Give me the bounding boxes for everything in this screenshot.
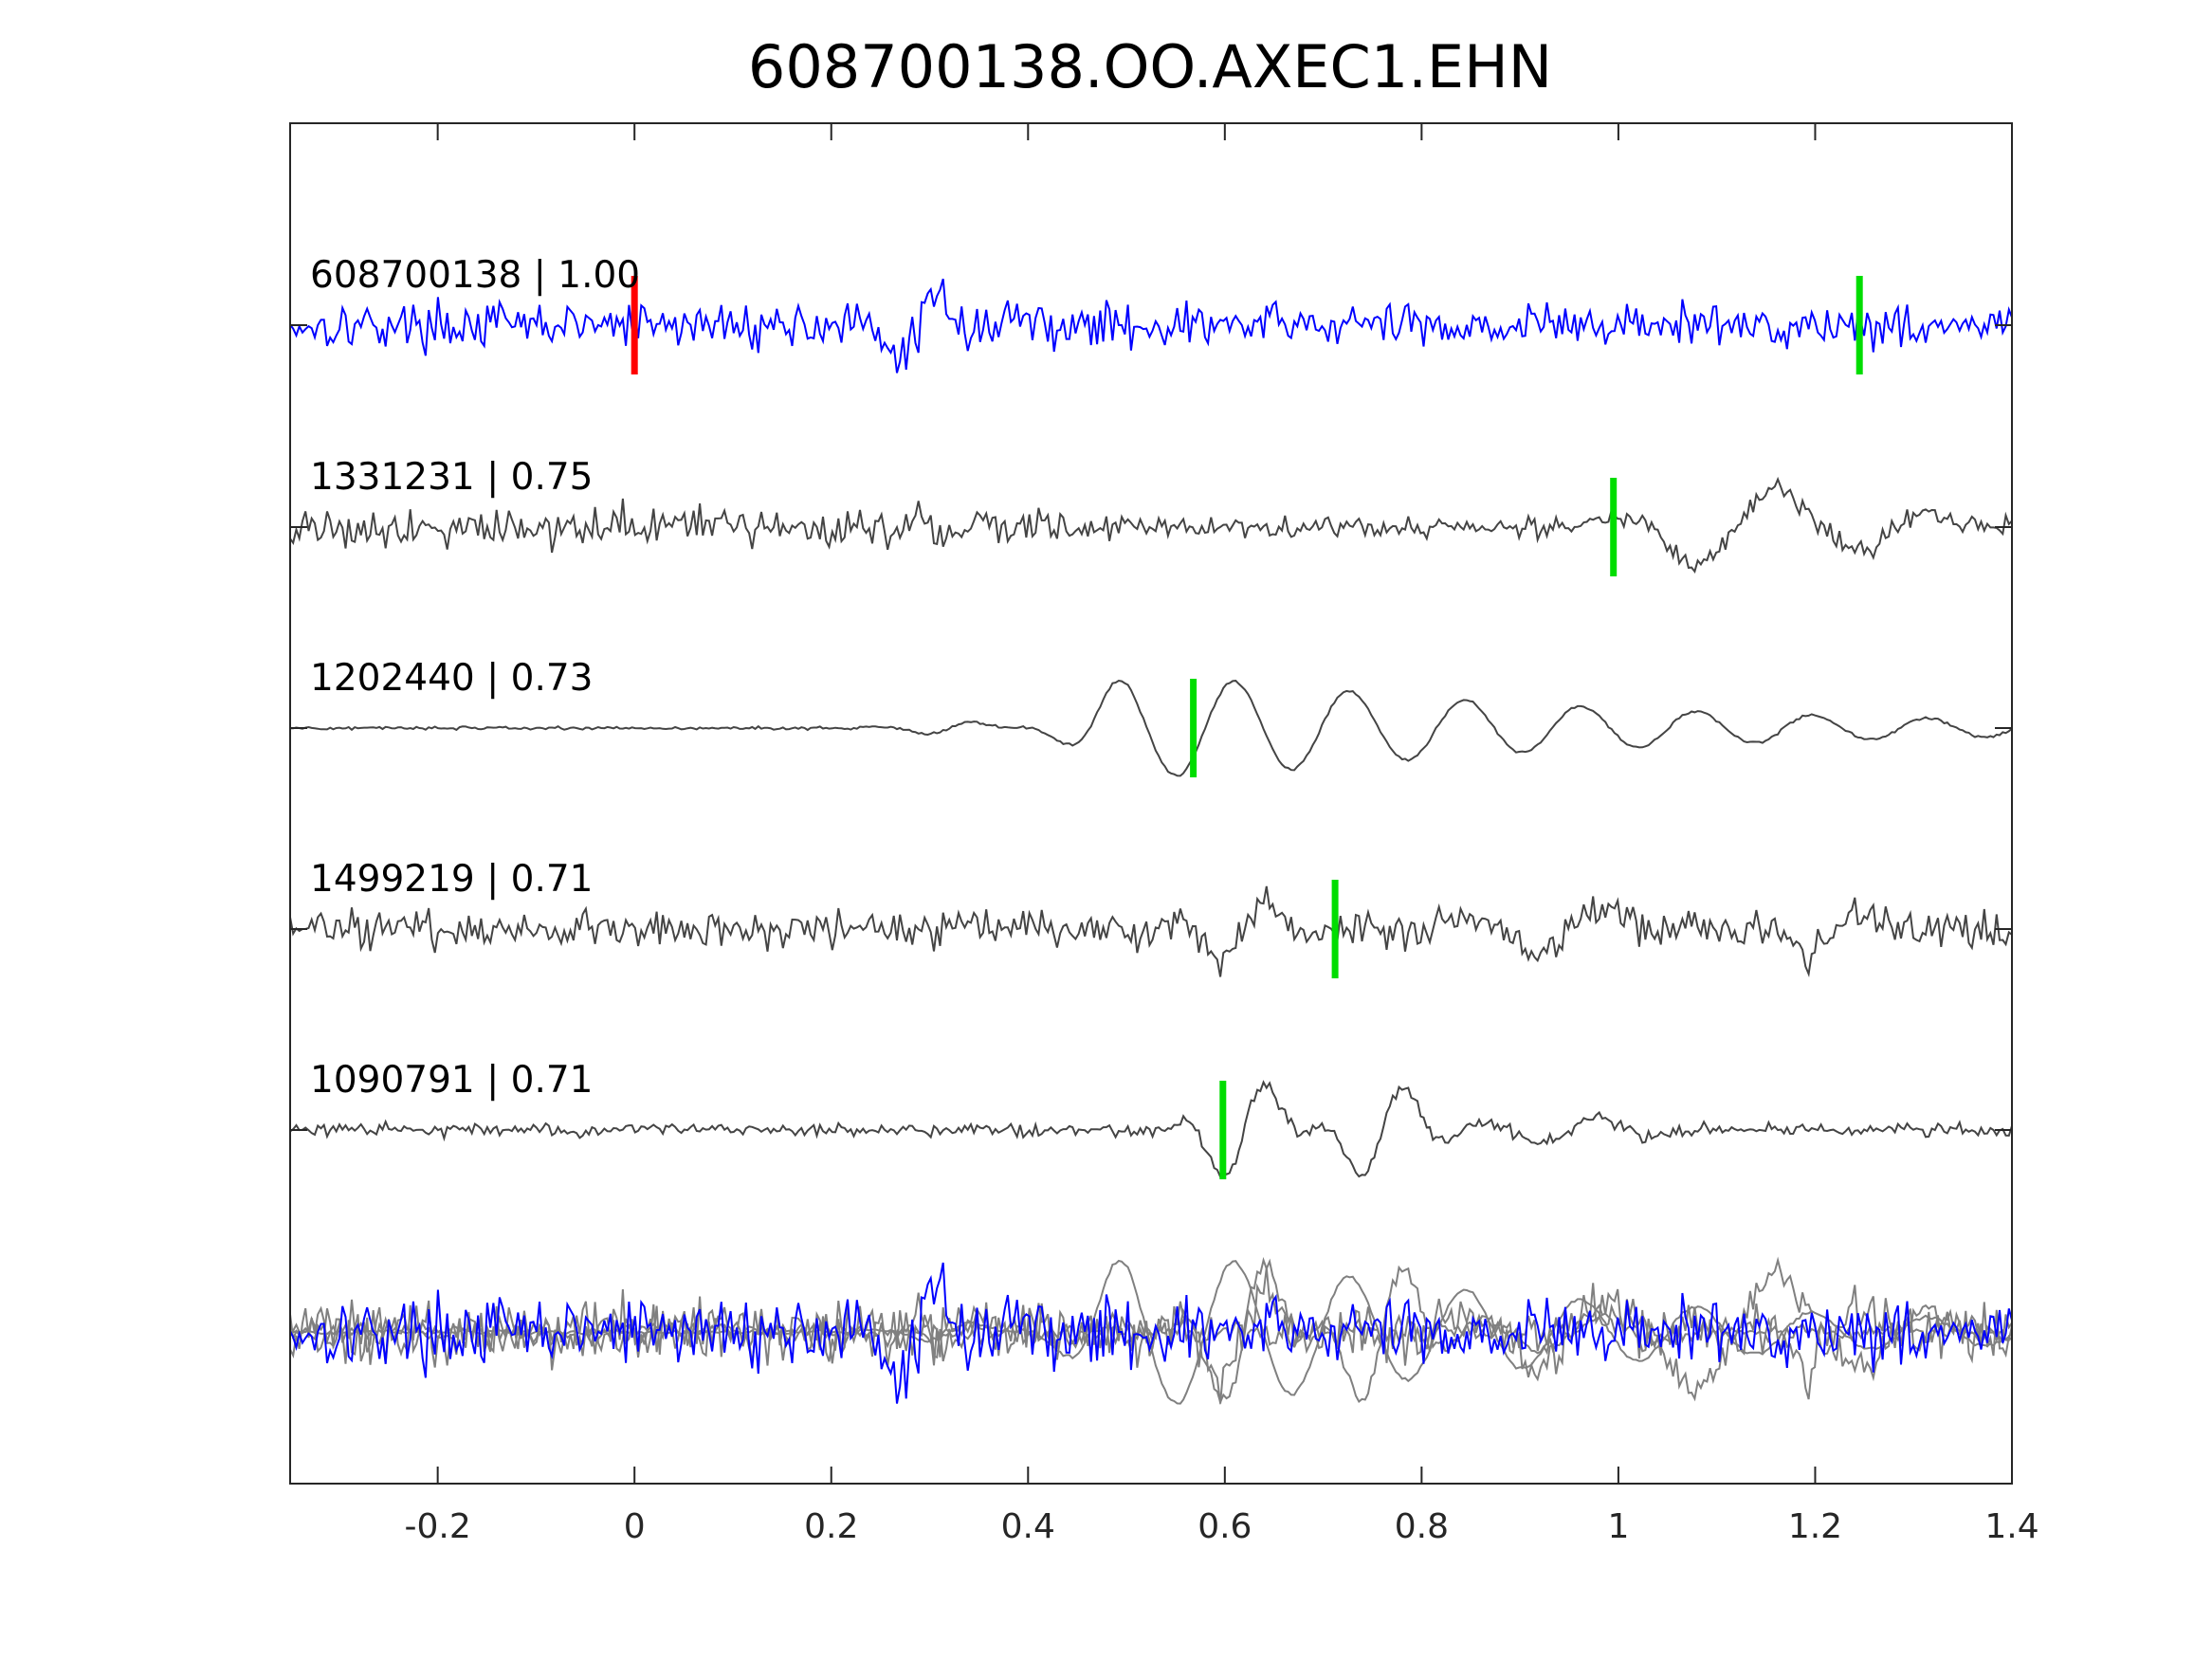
- trace-label-2: 1331231 | 0.75: [310, 456, 593, 499]
- trace-1: [289, 278, 2013, 374]
- trace-2: [289, 476, 2013, 574]
- trace-label-1: 608700138 | 1.00: [310, 254, 640, 297]
- axes-layer: [289, 122, 2013, 1485]
- trace-labels-layer: 608700138 | 1.00 1331231 | 0.75 1202440 | …: [310, 254, 640, 1102]
- trace-4: [289, 885, 2013, 977]
- axes-box: [289, 122, 2013, 1485]
- picks-layer: [631, 276, 1863, 1179]
- x-tick-label-9: 1.4: [1984, 1507, 2038, 1546]
- chart-title: 608700138.OO.AXEC1.EHN: [748, 32, 1552, 101]
- x-tick-label-5: 0.6: [1197, 1507, 1252, 1546]
- overlay-trace-1: [289, 1262, 2013, 1404]
- trace-label-5: 1090791 | 0.71: [310, 1059, 593, 1102]
- x-tick-label-8: 1.2: [1788, 1507, 1842, 1546]
- x-tick-label-1: -0.2: [405, 1507, 471, 1546]
- x-ticks-layer: -0.2 0 0.2 0.4 0.6 0.8 1 1.2 1.4: [405, 123, 2039, 1546]
- trace-label-3: 1202440 | 0.73: [310, 657, 593, 700]
- x-tick-label-3: 0.2: [804, 1507, 858, 1546]
- trace-3: [290, 679, 2013, 777]
- overlay-trace-4: [289, 1267, 2013, 1404]
- trace-5: [289, 1080, 2013, 1179]
- x-tick-label-4: 0.4: [1001, 1507, 1055, 1546]
- x-tick-label-7: 1: [1607, 1507, 1629, 1546]
- x-tick-label-6: 0.8: [1395, 1507, 1449, 1546]
- x-tick-label-2: 0: [624, 1507, 646, 1546]
- traces-layer: [289, 278, 2013, 1406]
- trace-label-4: 1499219 | 0.71: [310, 858, 593, 901]
